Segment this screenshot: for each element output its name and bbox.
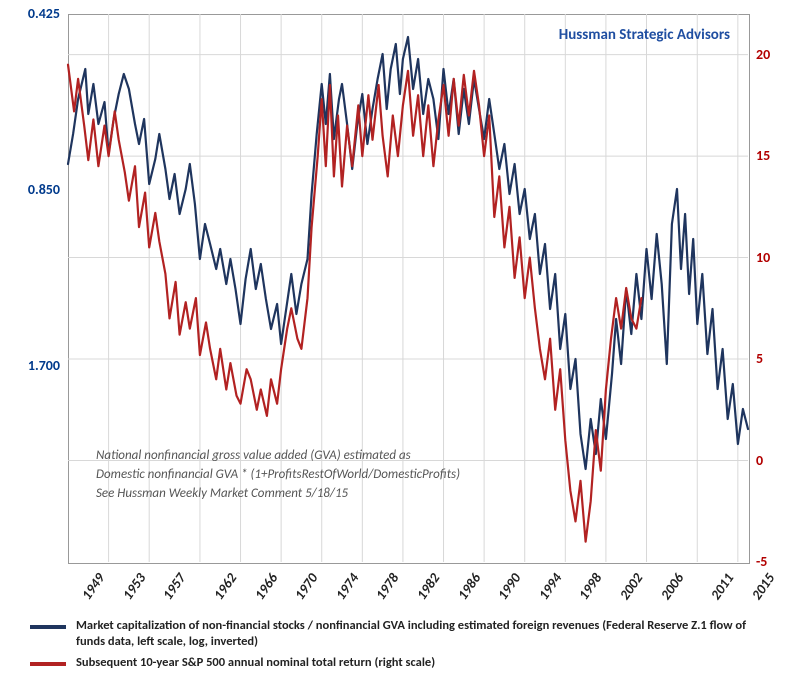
- legend-swatch: [30, 625, 66, 629]
- y-tick-left: 1.700: [28, 357, 60, 374]
- legend: Market capitalization of non-financial s…: [30, 618, 770, 677]
- legend-swatch: [30, 662, 66, 666]
- footnote-line: See Hussman Weekly Market Comment 5/18/1…: [96, 485, 460, 504]
- footnote: National nonfinancial gross value added …: [96, 447, 460, 504]
- y-tick-right: 10: [756, 249, 770, 266]
- y-tick-right: -5: [756, 553, 767, 570]
- y-tick-left: 0.850: [28, 181, 60, 198]
- legend-item: Subsequent 10-year S&P 500 annual nomina…: [30, 655, 770, 671]
- legend-item: Market capitalization of non-financial s…: [30, 618, 770, 649]
- y-tick-right: 0: [756, 452, 763, 469]
- chart-container: { "chart": { "type": "line-dual-axis", "…: [0, 0, 802, 687]
- y-tick-right: 5: [756, 350, 763, 367]
- series-mcap_gva: [68, 37, 748, 469]
- footnote-line: Domestic nonfinancial GVA * (1+ProfitsRe…: [96, 466, 460, 485]
- legend-label: Market capitalization of non-financial s…: [76, 618, 770, 649]
- y-tick-left: 0.425: [28, 5, 60, 22]
- legend-label: Subsequent 10-year S&P 500 annual nomina…: [76, 655, 435, 671]
- y-tick-right: 20: [756, 46, 770, 63]
- y-tick-right: 15: [756, 147, 770, 164]
- attribution: Hussman Strategic Advisors: [559, 26, 730, 44]
- footnote-line: National nonfinancial gross value added …: [96, 447, 460, 466]
